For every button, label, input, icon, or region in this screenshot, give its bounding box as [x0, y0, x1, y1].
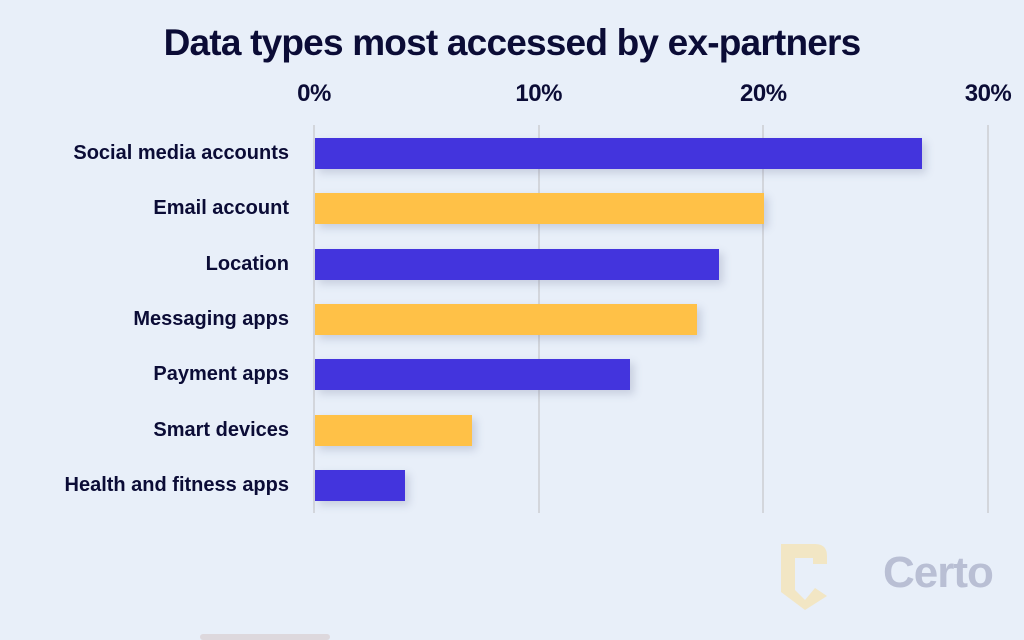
category-label: Social media accounts — [73, 142, 289, 164]
bar-payment-apps — [315, 359, 630, 391]
bottom-edge-shadow — [200, 634, 330, 640]
category-label: Email account — [153, 197, 289, 220]
gridline — [987, 125, 989, 513]
category-label: Smart devices — [153, 418, 289, 441]
bar-health-and-fitness-apps — [315, 469, 405, 501]
chart-title: Data types most accessed by ex-partners — [163, 22, 862, 63]
shield-c-icon — [781, 544, 827, 610]
x-tick-label: 0% — [297, 80, 331, 107]
certo-logo: Certo — [775, 540, 1015, 610]
gridline — [762, 125, 765, 513]
category-label: Payment apps — [153, 363, 289, 386]
bar-email-account — [315, 193, 765, 225]
bar-messaging-apps — [315, 303, 697, 335]
x-tick-label: 10% — [515, 80, 562, 107]
x-tick-label: 30% — [964, 80, 1012, 107]
logo-text: Certo — [883, 548, 994, 597]
category-label: Health and fitness apps — [64, 473, 290, 496]
gridline — [313, 125, 315, 513]
bar-social-media-accounts — [315, 138, 922, 169]
bar-location — [315, 248, 720, 280]
category-label: Location — [205, 252, 289, 275]
bar-smart-devices — [315, 414, 473, 446]
category-label: Messaging apps — [133, 307, 289, 330]
x-tick-label: 20% — [740, 80, 787, 107]
